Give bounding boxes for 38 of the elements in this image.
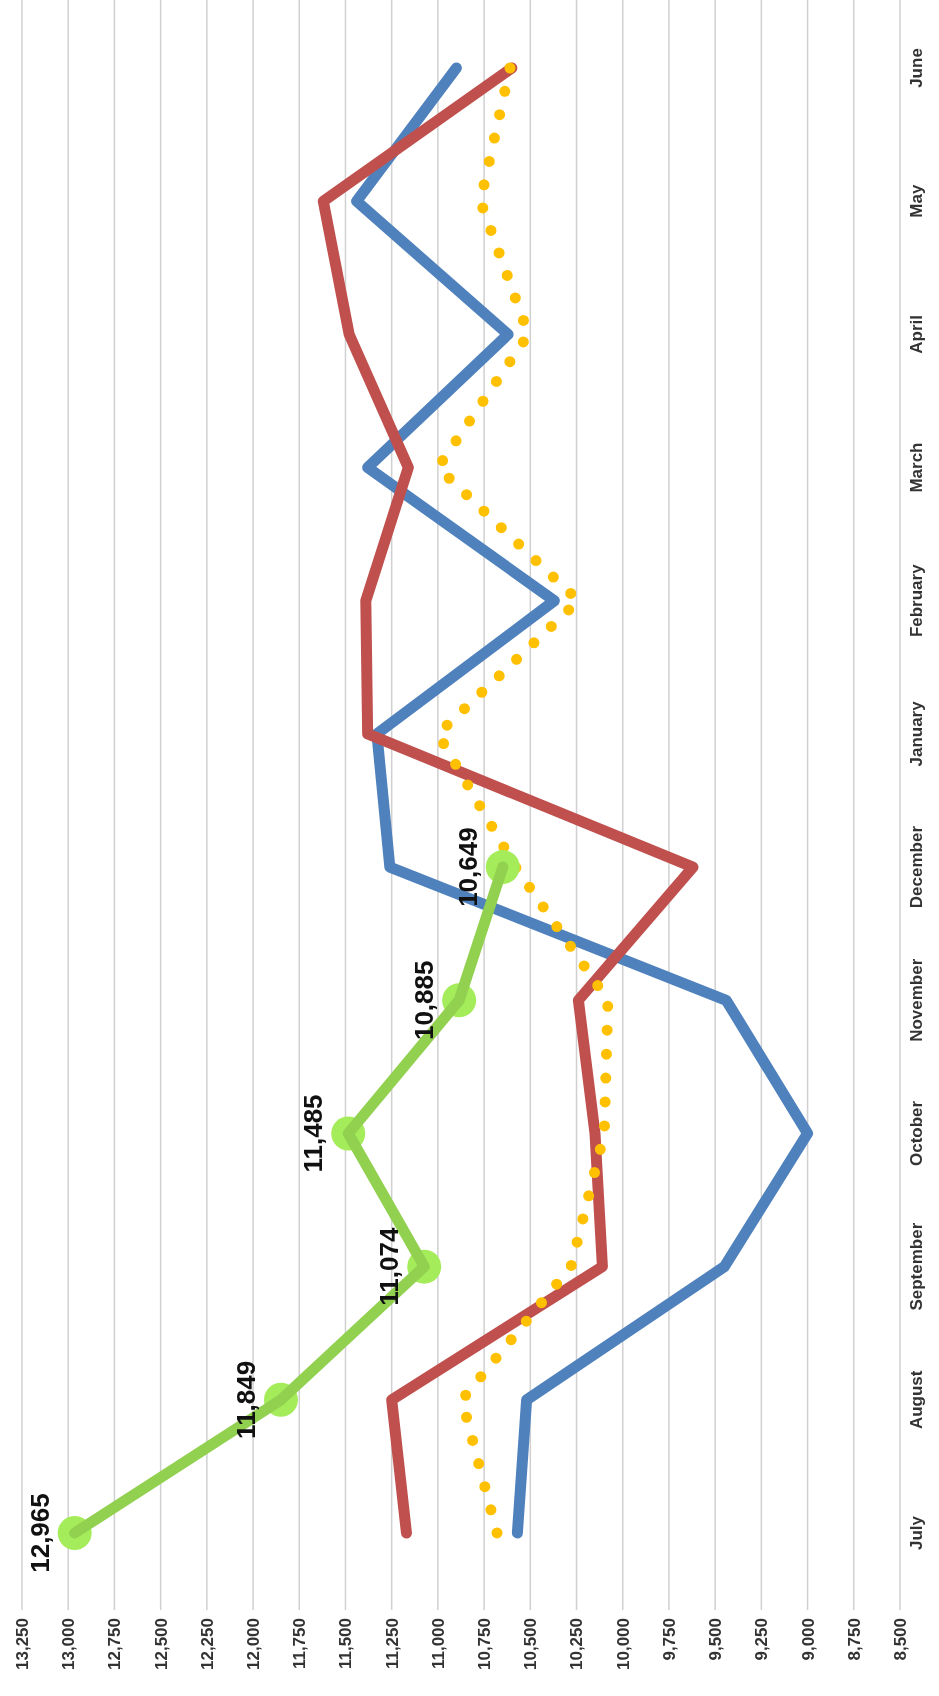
data-label: 11,849 <box>230 1360 261 1439</box>
x-tick-label: 9,000 <box>798 1618 818 1661</box>
x-tick-label: 9,500 <box>706 1618 726 1661</box>
x-tick-label: 13,250 <box>12 1618 32 1670</box>
x-tick-label: 10,500 <box>521 1618 541 1670</box>
x-tick-label: 10,250 <box>567 1618 587 1670</box>
x-tick-label: 9,750 <box>659 1618 679 1661</box>
x-tick-label: 8,750 <box>844 1618 864 1661</box>
x-tick-label: 11,000 <box>428 1618 448 1670</box>
y-tick-label: October <box>907 1100 926 1167</box>
x-tick-label: 10,000 <box>613 1618 633 1670</box>
y-tick-label: February <box>907 563 926 638</box>
x-tick-label: 11,250 <box>382 1618 402 1670</box>
data-label: 11,074 <box>374 1227 405 1306</box>
x-tick-label: 12,750 <box>105 1618 125 1670</box>
x-tick-label: 11,750 <box>290 1618 310 1670</box>
data-label: 10,649 <box>452 827 483 907</box>
y-tick-label: July <box>907 1515 926 1551</box>
x-tick-label: 10,750 <box>475 1618 495 1670</box>
x-tick-label: 12,000 <box>244 1618 263 1670</box>
x-tick-label: 13,000 <box>59 1618 79 1670</box>
y-tick-label: January <box>907 700 926 767</box>
y-tick-label: August <box>907 1370 926 1430</box>
x-tick-label: 12,500 <box>151 1618 171 1670</box>
data-label: 10,885 <box>409 960 440 1041</box>
y-tick-label: May <box>907 184 926 218</box>
y-tick-label: April <box>907 315 926 354</box>
y-tick-label: March <box>907 442 926 493</box>
x-tick-label: 11,500 <box>336 1618 356 1670</box>
y-tick-label: December <box>907 825 926 909</box>
y-tick-label: June <box>907 48 926 88</box>
y-tick-label: November <box>907 958 926 1042</box>
data-label: 12,965 <box>24 1493 55 1573</box>
data-label: 11,485 <box>298 1094 329 1173</box>
x-tick-label: 12,250 <box>197 1618 217 1670</box>
y-tick-label: September <box>907 1222 926 1311</box>
x-tick-label: 8,500 <box>890 1618 910 1661</box>
x-tick-label: 9,250 <box>752 1618 772 1661</box>
